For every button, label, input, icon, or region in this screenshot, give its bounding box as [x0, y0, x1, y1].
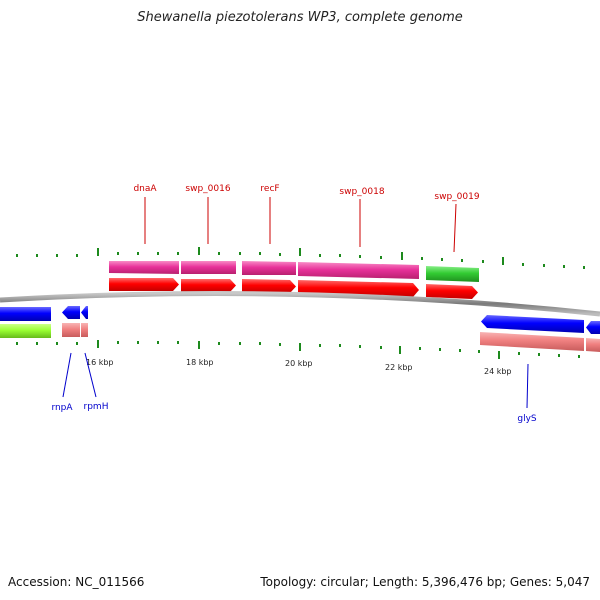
- gene-label-swp_0018: swp_0018: [339, 187, 384, 197]
- reverse-cds-right[interactable]: [586, 321, 600, 334]
- rpmH-cds[interactable]: [81, 306, 88, 319]
- rnpA-gene[interactable]: [62, 323, 80, 337]
- gene-label-rnpA: rnpA: [51, 403, 73, 413]
- swp_0018-cds[interactable]: [298, 280, 419, 297]
- recF-cds[interactable]: [242, 279, 296, 293]
- gene-label-dnaA: dnaA: [133, 184, 157, 194]
- forward-cds-track: [109, 278, 478, 299]
- reverse-gene-right[interactable]: [586, 338, 600, 352]
- map-title: Shewanella piezotolerans WP3, complete g…: [137, 10, 463, 25]
- forward-label-leaders: [144, 197, 457, 253]
- reverse-gene-left[interactable]: [0, 324, 51, 338]
- tick-label-24kbp: 24 kbp: [484, 367, 512, 376]
- reverse-label-leaders: [62, 352, 529, 409]
- genome-summary-text: Topology: circular; Length: 5,396,476 bp…: [260, 575, 590, 589]
- forward-gene-track: [109, 261, 479, 282]
- gene-label-recF: recF: [260, 184, 279, 194]
- gene-label-rpmH: rpmH: [84, 402, 109, 412]
- tick-label-20kbp: 20 kbp: [285, 359, 313, 368]
- accession-text: Accession: NC_011566: [8, 575, 145, 589]
- genome-backbone: [0, 291, 600, 317]
- rnpA-cds[interactable]: [62, 306, 80, 319]
- recF-gene[interactable]: [242, 261, 296, 275]
- glyS-cds[interactable]: [481, 315, 584, 333]
- gene-label-swp_0019: swp_0019: [434, 192, 479, 202]
- tick-label-22kbp: 22 kbp: [385, 363, 413, 372]
- reverse-gene-track: [0, 323, 600, 352]
- swp_0016-gene[interactable]: [181, 261, 236, 274]
- swp_0019-cds[interactable]: [426, 284, 478, 299]
- forward-tick-row: [16, 247, 585, 269]
- swp_0019-rna-gene[interactable]: [426, 266, 479, 282]
- gene-label-glyS: glyS: [517, 414, 537, 424]
- reverse-tick-row: [16, 340, 580, 359]
- reverse-cds-left[interactable]: [0, 307, 51, 321]
- tick-label-16kbp: 16 kbp: [86, 358, 114, 367]
- reverse-cds-track: [0, 306, 600, 334]
- rpmH-gene[interactable]: [81, 323, 88, 337]
- gene-label-swp_0016: swp_0016: [185, 184, 230, 194]
- swp_0016-cds[interactable]: [181, 279, 236, 292]
- dnaA-cds[interactable]: [109, 278, 179, 291]
- tick-label-18kbp: 18 kbp: [186, 358, 214, 367]
- dnaA-gene[interactable]: [109, 261, 179, 274]
- glyS-gene[interactable]: [480, 332, 584, 351]
- swp_0018-gene[interactable]: [298, 262, 419, 279]
